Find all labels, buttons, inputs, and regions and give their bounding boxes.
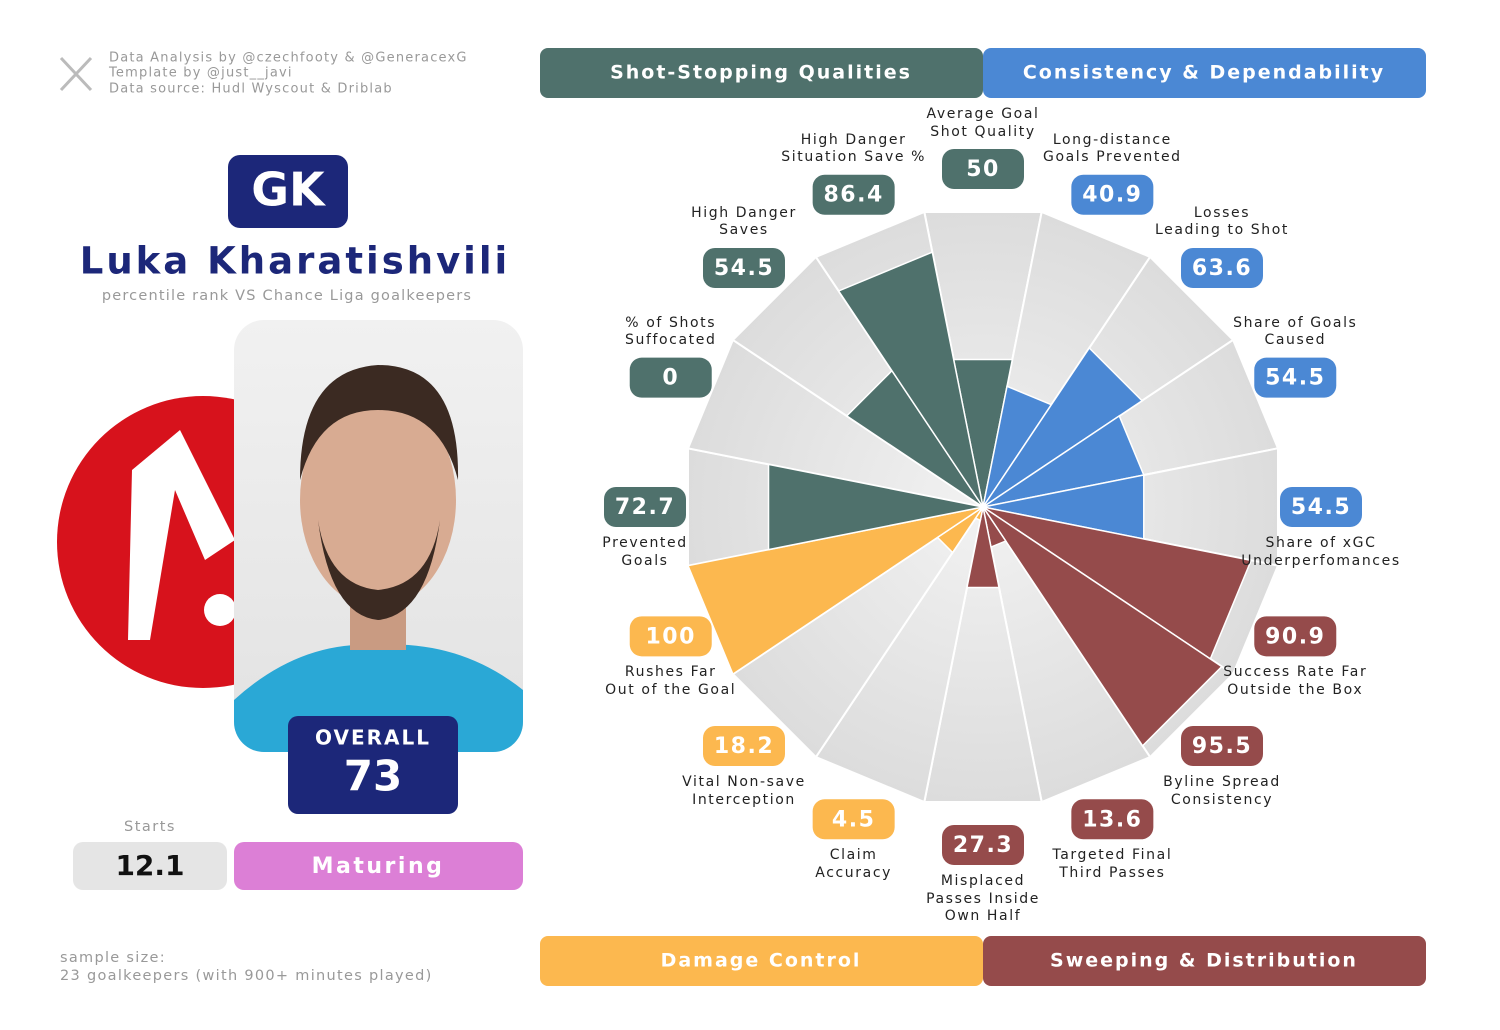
slice-label: Share of xGC Underperfomances: [1241, 535, 1401, 569]
value-pill: [812, 799, 895, 840]
slice-label: Misplaced Passes Inside Own Half: [926, 873, 1040, 924]
group-name: Shot-Stopping Qualities: [610, 62, 912, 84]
starts-box: [73, 842, 227, 890]
slice-label: Long-distance Goals Prevented: [1043, 131, 1182, 166]
value-label: 27.3: [953, 833, 1013, 858]
value-label: 72.7: [615, 495, 675, 520]
slice-label: Prevented Goals: [602, 535, 688, 569]
credit: Template by @just__javi: [108, 66, 293, 81]
value-pill: [1181, 247, 1264, 288]
slice-label: Rushes Far Out of the Goal: [605, 664, 737, 698]
group-banner: [540, 48, 983, 98]
slice: [767, 463, 984, 551]
group-name: Sweeping & Distribution: [1050, 950, 1358, 972]
position-badge: [228, 155, 348, 228]
starts-label: Starts: [124, 819, 176, 835]
slice-label: High Danger Saves: [691, 204, 797, 239]
stage-box: [234, 842, 523, 890]
overall-box: [288, 716, 458, 814]
starts-value: 12.1: [115, 849, 184, 882]
value-pill: [942, 149, 1024, 189]
value-label: 13.6: [1082, 807, 1142, 832]
overall-label: OVERALL: [315, 726, 431, 750]
value-label: 54.5: [1291, 495, 1351, 520]
position: GK: [251, 163, 327, 217]
slice-label: High Danger Situation Save %: [781, 131, 926, 166]
group-banner: [983, 48, 1426, 98]
stage: Maturing: [312, 854, 445, 879]
credit: Data source: Hudl Wyscout & Driblab: [109, 82, 393, 97]
value-pill: [702, 247, 785, 288]
value-label: 40.9: [1082, 183, 1142, 208]
slice-label: Targeted Final Third Passes: [1052, 847, 1173, 881]
value-pill: [1181, 726, 1264, 767]
slice-label: Claim Accuracy: [815, 847, 892, 881]
value-label: 100: [646, 624, 696, 649]
value-label: 90.9: [1265, 624, 1325, 649]
x-logo: [59, 56, 93, 92]
slice-label: % of Shots Suffocated: [624, 314, 717, 349]
value-label: 54.5: [1265, 366, 1325, 391]
value-pill: [942, 825, 1024, 865]
slice: [982, 506, 1224, 748]
credit: Data Analysis by @czechfooty & @Generace…: [109, 51, 468, 66]
value-label: 4.5: [832, 807, 875, 832]
group-banner: [540, 936, 983, 986]
value-pill: [1254, 616, 1337, 657]
slice-label: Share of Goals Caused: [1233, 314, 1358, 349]
slice-label: Byline Spread Consistency: [1163, 774, 1281, 808]
value-label: 0: [662, 366, 679, 391]
group-name: Consistency & Dependability: [1023, 62, 1385, 84]
value-pill: [1280, 487, 1362, 527]
value-pill: [1071, 799, 1154, 840]
slice: [966, 506, 1000, 589]
slice-label: Success Rate Far Outside the Box: [1223, 664, 1368, 698]
value-pill: [1254, 357, 1337, 398]
slice-label: Average Goal Shot Quality: [926, 106, 1040, 140]
value-pill: [812, 174, 895, 215]
value-pill: [604, 487, 686, 527]
value-pill: [629, 357, 712, 398]
value-pill: [702, 726, 785, 767]
slice-label: Vital Non-save Interception: [682, 774, 806, 808]
subtitle: percentile rank VS Chance Liga goalkeepe…: [102, 288, 472, 304]
value-label: 18.2: [714, 734, 774, 759]
value-label: 95.5: [1192, 734, 1252, 759]
overall-value: 73: [344, 752, 402, 801]
value-label: 54.5: [714, 256, 774, 281]
player-name: Luka Kharatishvili: [80, 240, 510, 283]
value-label: 63.6: [1192, 256, 1252, 281]
footer: sample size:: [60, 950, 166, 966]
group-banner: [983, 936, 1426, 986]
value-pill: [629, 616, 712, 657]
group-name: Damage Control: [661, 950, 862, 972]
value-label: 86.4: [824, 183, 884, 208]
value-pill: [1071, 174, 1154, 215]
value-label: 50: [966, 157, 1000, 182]
slice: [837, 251, 984, 508]
footer: 23 goalkeepers (with 900+ minutes played…: [60, 968, 433, 984]
player-photo: [234, 320, 523, 752]
slice-label: Losses Leading to Shot: [1154, 204, 1290, 239]
